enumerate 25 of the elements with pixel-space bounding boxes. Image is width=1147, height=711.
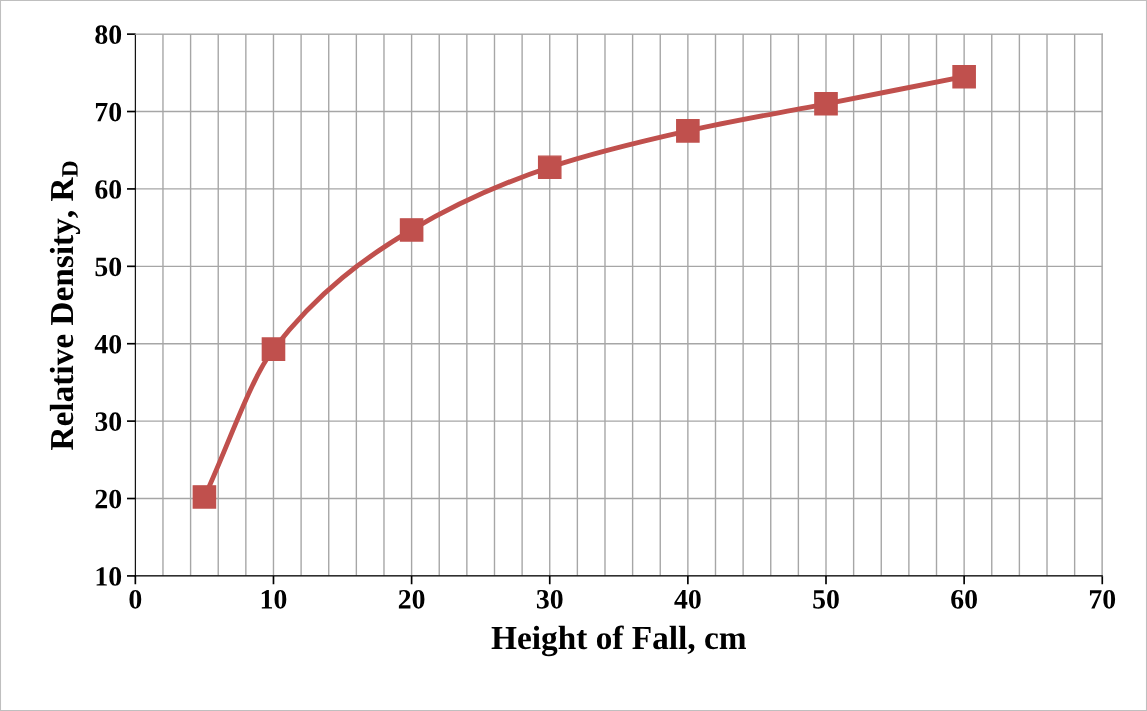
x-tick-label: 50 [813,589,839,609]
point [814,91,838,116]
x-tick-label: 10 [261,589,287,609]
y-tick-label: 70 [95,102,122,122]
y-tick-label: 60 [95,180,122,199]
x-tick-label: 20 [398,589,425,609]
x-tick-label: 30 [536,589,563,609]
y-tick-label: 40 [94,334,122,354]
y-tick-label: 20 [95,489,122,509]
point [399,218,424,242]
point [261,337,286,361]
point [676,119,700,143]
y-tick-label: 50 [95,257,122,277]
y-tick-label: 10 [96,567,122,586]
x-tick-label: 70 [1089,589,1116,609]
y-tick-label: 30 [95,412,122,432]
x-axis-title: Height of Fall, cm [491,625,746,657]
x-tick-label: 0 [129,589,142,609]
y-axis-title: Relative Density, R$_{D}$ [49,161,81,450]
point [952,64,976,89]
point [192,485,217,509]
point [537,155,562,180]
y-tick-label: 80 [95,25,122,45]
x-tick-label: 60 [951,589,977,609]
x-tick-label: 40 [674,589,701,609]
